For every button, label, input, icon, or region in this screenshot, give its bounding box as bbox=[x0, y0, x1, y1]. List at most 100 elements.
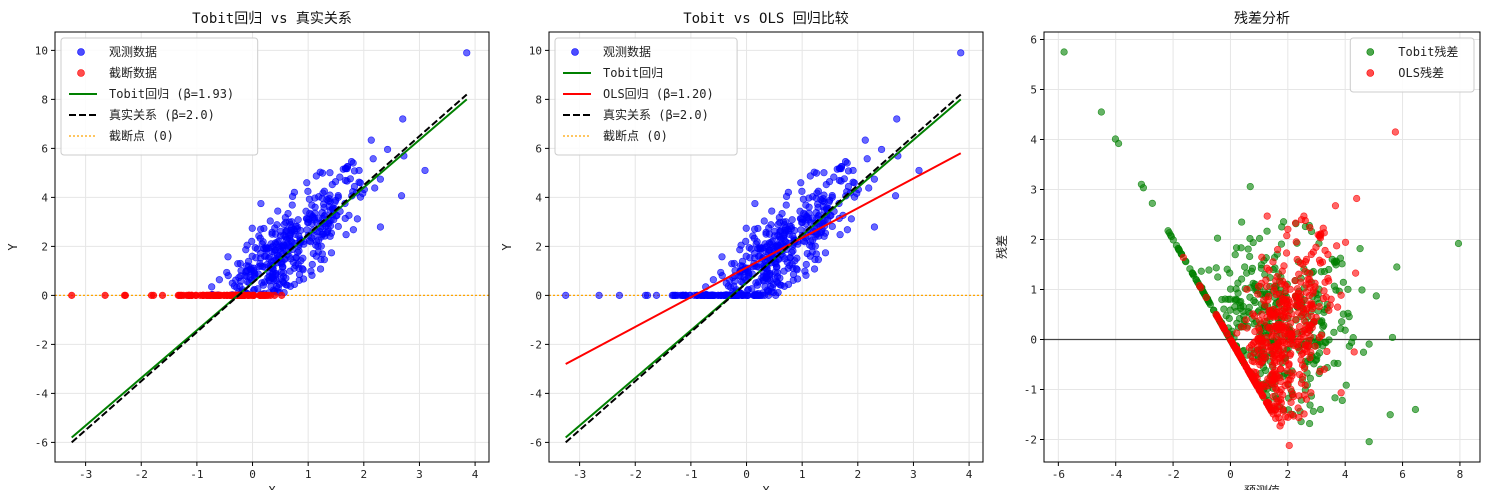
data-point bbox=[1307, 301, 1316, 309]
y-tick-label: -6 bbox=[35, 436, 48, 449]
data-point bbox=[383, 145, 392, 154]
y-tick-label: -1 bbox=[1024, 384, 1037, 397]
data-point bbox=[789, 270, 798, 279]
data-point bbox=[790, 226, 799, 235]
data-point bbox=[1258, 253, 1266, 261]
data-point bbox=[1391, 128, 1399, 136]
data-point bbox=[1287, 350, 1295, 358]
legend: 观测数据 Tobit回归 OLS回归 (β=1.20) 真实关系 (β=2.0) 截断点… bbox=[554, 37, 738, 156]
data-point bbox=[1393, 263, 1401, 271]
data-point bbox=[1315, 303, 1323, 311]
data-point bbox=[731, 277, 739, 285]
legend-box bbox=[1349, 37, 1475, 93]
data-point bbox=[1229, 341, 1238, 349]
data-point bbox=[742, 237, 750, 245]
x-tick-label: -1 bbox=[684, 468, 697, 481]
data-point bbox=[1285, 441, 1293, 450]
data-point bbox=[1386, 411, 1394, 419]
data-point bbox=[1289, 390, 1297, 398]
data-point bbox=[1274, 246, 1282, 254]
data-point bbox=[1302, 395, 1311, 403]
data-point bbox=[227, 291, 235, 299]
data-point bbox=[261, 263, 269, 271]
y-tick-label: 8 bbox=[535, 93, 542, 106]
data-point bbox=[244, 257, 253, 265]
data-point bbox=[367, 136, 375, 144]
data-point bbox=[1352, 269, 1360, 277]
chart-panel-2: -3 -2 -1 0 1 2 3 4 -6 -4 -2 0 2 4 6 8 10 Tobit vs OLS 回归比… bbox=[500, 10, 984, 490]
data-point bbox=[1316, 234, 1325, 242]
data-point bbox=[751, 291, 759, 299]
data-point bbox=[1289, 369, 1297, 377]
data-point bbox=[177, 291, 185, 299]
data-point bbox=[1258, 382, 1267, 390]
data-point bbox=[1243, 269, 1251, 277]
data-point bbox=[751, 225, 759, 233]
data-point bbox=[1205, 266, 1213, 274]
data-point bbox=[334, 222, 342, 231]
data-point bbox=[1206, 300, 1215, 309]
data-point bbox=[772, 242, 780, 251]
data-point bbox=[788, 216, 796, 224]
data-point bbox=[736, 246, 744, 254]
data-point bbox=[1307, 250, 1315, 258]
data-point bbox=[1238, 275, 1246, 283]
data-point bbox=[1280, 262, 1288, 270]
x-tick-label: -2 bbox=[1166, 468, 1179, 481]
x-tick-label: 3 bbox=[416, 468, 423, 481]
data-point bbox=[356, 179, 364, 187]
y-tick-label: 2 bbox=[41, 240, 48, 253]
data-point bbox=[1251, 349, 1259, 357]
data-point bbox=[821, 249, 830, 257]
data-point bbox=[317, 242, 325, 250]
data-point bbox=[311, 194, 319, 202]
data-point bbox=[1262, 276, 1270, 284]
data-point bbox=[149, 291, 158, 299]
data-point bbox=[1276, 374, 1284, 382]
data-point bbox=[865, 184, 873, 192]
data-point bbox=[421, 166, 429, 175]
data-point bbox=[1272, 326, 1280, 335]
data-point bbox=[1221, 295, 1229, 303]
data-point bbox=[789, 247, 797, 255]
data-point bbox=[870, 175, 878, 183]
data-point bbox=[303, 179, 311, 187]
data-point bbox=[320, 256, 328, 264]
x-axis-label: X bbox=[268, 484, 276, 490]
data-point bbox=[1294, 404, 1302, 412]
data-point bbox=[771, 268, 779, 276]
data-point bbox=[765, 224, 773, 232]
data-point bbox=[1213, 234, 1222, 242]
data-point bbox=[336, 173, 344, 181]
data-point bbox=[288, 201, 296, 209]
data-point bbox=[1272, 414, 1280, 422]
data-point bbox=[792, 265, 801, 273]
legend: Tobit残差 OLS残差 bbox=[1349, 37, 1475, 93]
data-point bbox=[768, 207, 776, 215]
data-point bbox=[798, 187, 806, 195]
data-point bbox=[850, 179, 858, 187]
data-point bbox=[802, 201, 810, 209]
data-point bbox=[836, 231, 844, 239]
data-point bbox=[1258, 310, 1266, 318]
data-point bbox=[718, 272, 726, 280]
x-tick-label: -3 bbox=[79, 468, 92, 481]
data-point bbox=[347, 157, 356, 166]
data-point bbox=[1310, 318, 1318, 326]
data-point bbox=[1319, 294, 1327, 303]
data-point bbox=[345, 211, 353, 219]
data-point bbox=[1359, 348, 1368, 356]
data-point bbox=[1284, 225, 1292, 233]
data-point bbox=[1301, 381, 1309, 389]
data-point bbox=[784, 188, 792, 196]
data-point bbox=[671, 291, 679, 299]
x-tick-label: 0 bbox=[249, 468, 256, 481]
data-point bbox=[224, 253, 232, 261]
data-point bbox=[760, 217, 768, 225]
legend-marker bbox=[571, 48, 579, 56]
data-point bbox=[1309, 407, 1318, 415]
data-point bbox=[399, 115, 407, 123]
data-point bbox=[1311, 283, 1319, 291]
data-point bbox=[1325, 277, 1333, 285]
data-point bbox=[1324, 250, 1332, 259]
